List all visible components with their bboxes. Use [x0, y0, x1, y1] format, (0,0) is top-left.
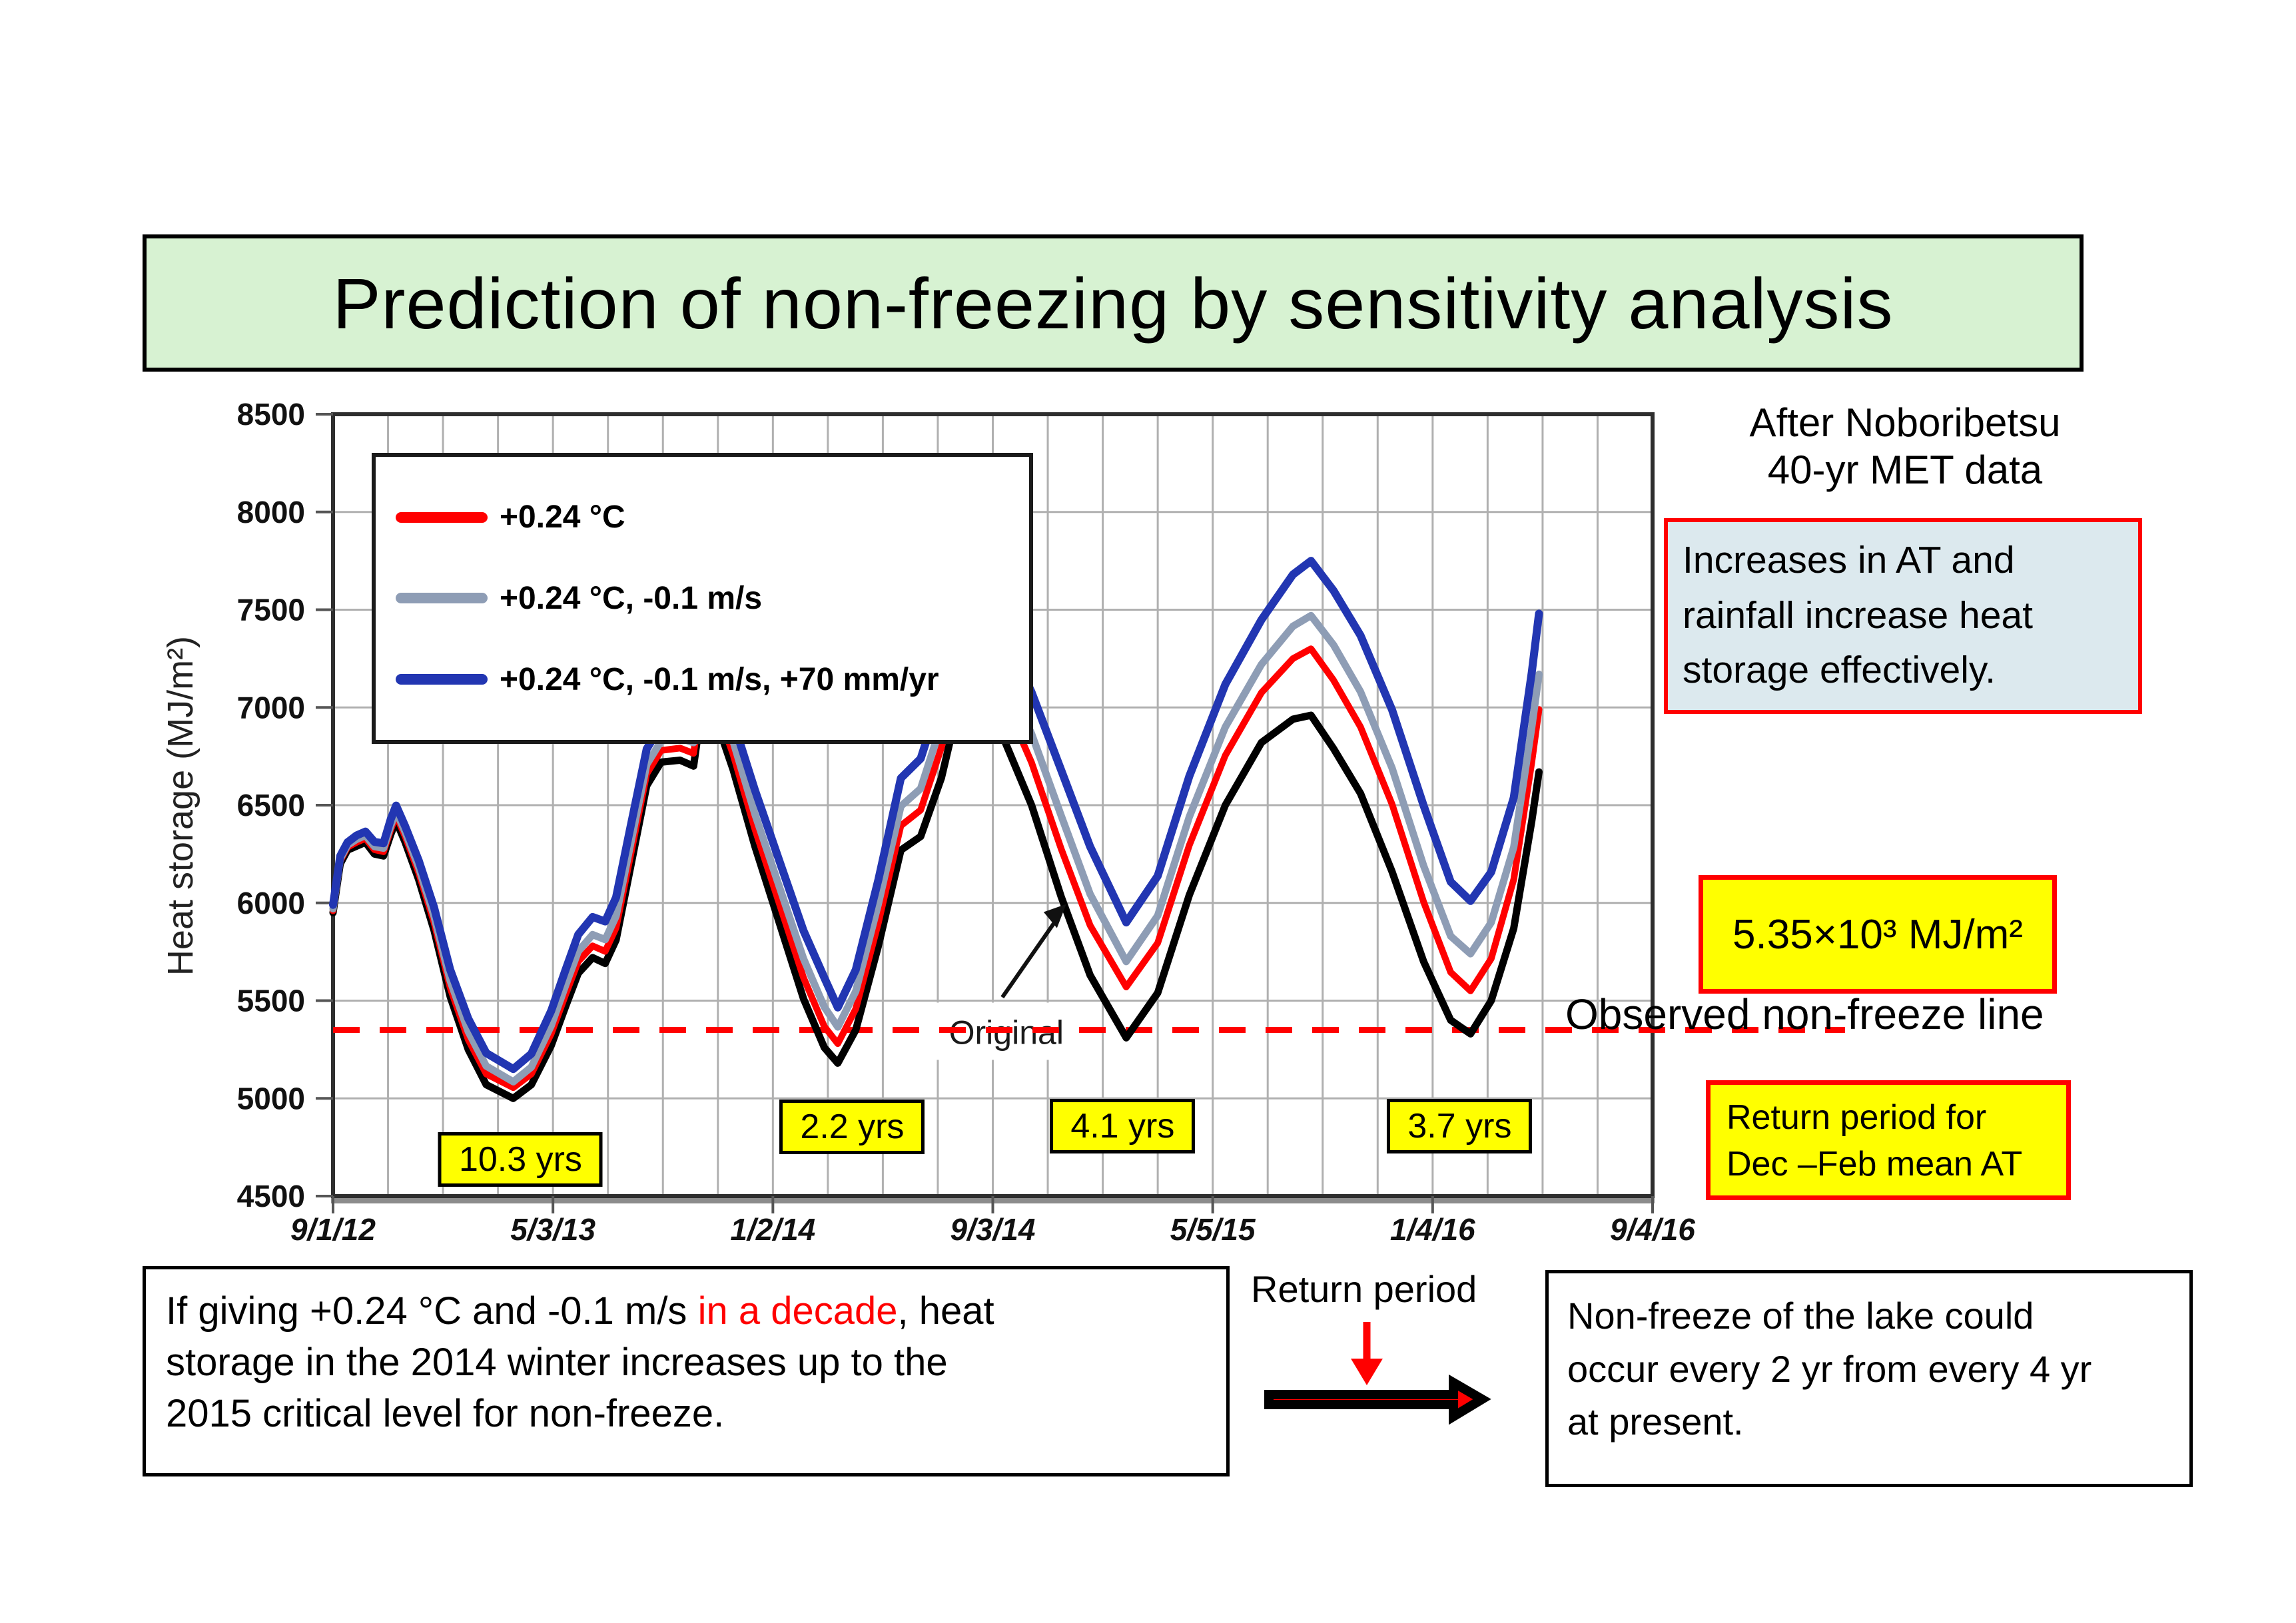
conclusion-right-line3: at present. — [1567, 1401, 1744, 1443]
y-tick-label: 5000 — [237, 1081, 305, 1116]
y-tick-label: 8000 — [237, 495, 305, 529]
return-period-down-arrow-icon — [1351, 1322, 1383, 1385]
return-period-definition-badge: Return period for Dec –Feb mean AT — [1706, 1080, 2071, 1200]
gray-line-swatch-icon — [396, 593, 488, 604]
y-tick-label: 7000 — [237, 690, 305, 725]
legend-item-blue: +0.24 °C, -0.1 m/s, +70 mm/yr — [396, 661, 1029, 698]
increase-note-line3: storage effectively. — [1683, 649, 1996, 692]
y-tick-label: 7500 — [237, 593, 305, 627]
x-tick-label: 9/1/12 — [290, 1212, 376, 1247]
y-tick-label: 5500 — [237, 984, 305, 1018]
conclusion-text-segment: storage in the 2014 winter increases up … — [166, 1341, 948, 1385]
return-period-badge: 3.7 yrs — [1387, 1098, 1533, 1153]
observed-non-freeze-label: Observed non-freeze line — [1565, 990, 2044, 1038]
blue-line-swatch-icon — [396, 674, 488, 685]
x-tick-label: 9/3/14 — [951, 1212, 1036, 1247]
y-tick-label: 6500 — [237, 788, 305, 822]
return-period-badge: 4.1 yrs — [1050, 1098, 1196, 1153]
y-tick-label: 4500 — [237, 1179, 305, 1213]
after-noboribetsu-note: After Noboribetsu 40-yr MET data — [1652, 400, 2158, 494]
legend-item-red: +0.24 °C — [396, 499, 1029, 535]
legend-item-gray: +0.24 °C, -0.1 m/s — [396, 580, 1029, 617]
increase-note-line2: rainfall increase heat — [1683, 593, 2033, 637]
slide-title-box: Prediction of non-freezing by sensitivit… — [143, 234, 2084, 372]
emphasis-red-text: in a decade — [697, 1289, 898, 1333]
conclusion-left-line: 2015 critical level for non-freeze. — [166, 1388, 1206, 1439]
conclusion-left-line: storage in the 2014 winter increases up … — [166, 1337, 1206, 1388]
original-arrow-icon — [1000, 921, 1056, 999]
slide-title: Prediction of non-freezing by sensitivit… — [332, 262, 1894, 344]
legend-label: +0.24 °C — [500, 499, 625, 535]
conclusion-right-line1: Non-freeze of the lake could — [1567, 1295, 2034, 1337]
conclusion-text-segment: , heat — [897, 1289, 994, 1333]
return-period-label: Return period — [1251, 1268, 1477, 1310]
conclusion-text-segment: 2015 critical level for non-freeze. — [166, 1392, 725, 1436]
original-arrow-head-icon — [1043, 904, 1066, 928]
x-tick-label: 9/4/16 — [1610, 1212, 1695, 1247]
return-period-badge: 10.3 yrs — [438, 1132, 603, 1187]
y-axis-title: Heat storage (MJ/m²) — [161, 635, 200, 976]
x-tick-label: 1/4/16 — [1390, 1212, 1475, 1247]
threshold-value-badge: 5.35×10³ MJ/m² — [1699, 875, 2057, 994]
red-line-swatch-icon — [396, 511, 488, 523]
series-line-blue — [329, 557, 1543, 1074]
return-period-block-arrow-icon — [1264, 1374, 1491, 1425]
increase-heat-storage-note: Increases in AT and rainfall increase he… — [1664, 518, 2142, 714]
conclusion-text-segment: If giving +0.24 °C and -0.1 m/s — [166, 1289, 698, 1333]
legend-label: +0.24 °C, -0.1 m/s, +70 mm/yr — [500, 661, 939, 697]
legend-label: +0.24 °C, -0.1 m/s — [500, 580, 763, 616]
increase-note-line1: Increases in AT and — [1683, 539, 2015, 581]
after-noboribetsu-line2: 40-yr MET data — [1767, 447, 2043, 492]
y-tick-label: 6000 — [237, 886, 305, 920]
conclusion-left-text: If giving +0.24 °C and -0.1 m/s in a dec… — [166, 1285, 1206, 1439]
return-period-def-line2: Dec –Feb mean AT — [1726, 1145, 2023, 1184]
chart-legend: +0.24 °C +0.24 °C, -0.1 m/s +0.24 °C, -0… — [372, 453, 1033, 744]
conclusion-right-box: Non-freeze of the lake could occur every… — [1545, 1270, 2193, 1487]
x-tick-label: 5/3/13 — [510, 1212, 595, 1247]
x-tick-label: 1/2/14 — [730, 1212, 815, 1247]
after-noboribetsu-line1: After Noboribetsu — [1749, 400, 2061, 445]
y-tick-label: 8500 — [237, 397, 305, 432]
return-period-badge: 2.2 yrs — [779, 1100, 925, 1155]
conclusion-left-box: If giving +0.24 °C and -0.1 m/s in a dec… — [143, 1266, 1230, 1476]
conclusion-left-line: If giving +0.24 °C and -0.1 m/s in a dec… — [166, 1285, 1206, 1337]
return-period-def-line1: Return period for — [1726, 1098, 1987, 1137]
x-tick-label: 5/5/15 — [1170, 1212, 1256, 1247]
conclusion-right-line2: occur every 2 yr from every 4 yr — [1567, 1347, 2092, 1390]
